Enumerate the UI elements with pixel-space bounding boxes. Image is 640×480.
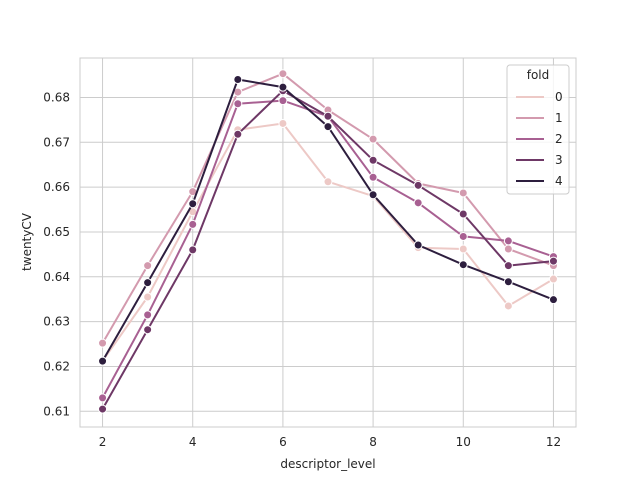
x-tick-label: 12 — [546, 435, 561, 449]
y-tick-label: 0.65 — [43, 225, 70, 239]
data-point — [458, 260, 468, 270]
data-point — [323, 111, 333, 121]
x-axis-title: descriptor_level — [280, 457, 375, 471]
data-point — [458, 209, 468, 219]
data-point — [143, 325, 153, 335]
y-tick-label: 0.62 — [43, 359, 70, 373]
data-point — [503, 277, 513, 287]
data-point — [368, 190, 378, 200]
data-point — [143, 278, 153, 288]
legend-entry-1: 1 — [516, 111, 563, 125]
legend-entries: 0 1 2 3 4 — [516, 90, 563, 188]
data-point — [368, 134, 378, 144]
legend-label: 4 — [555, 174, 563, 188]
data-point — [323, 177, 333, 187]
legend-entry-3: 3 — [516, 153, 563, 167]
data-point — [458, 188, 468, 198]
legend-label: 0 — [555, 90, 563, 104]
legend-entry-4: 4 — [516, 174, 563, 188]
plot-frame — [79, 57, 577, 428]
data-point — [98, 356, 108, 366]
y-tick-label: 0.68 — [43, 90, 70, 104]
data-point — [503, 301, 513, 311]
x-tick-label: 10 — [456, 435, 471, 449]
data-point — [188, 245, 198, 255]
legend-label: 1 — [555, 111, 563, 125]
data-point — [278, 69, 288, 79]
data-point — [458, 244, 468, 254]
legend-title: fold — [527, 68, 550, 82]
data-point — [368, 172, 378, 182]
x-tick-label: 2 — [99, 435, 107, 449]
y-tick-label: 0.61 — [43, 404, 70, 418]
tick-labels: 2 4 6 8 10 120.610.620.630.640.650.660.670.68 — [43, 90, 561, 449]
data-point — [413, 198, 423, 208]
legend: fold 0 1 2 3 4 — [506, 64, 570, 195]
data-point — [368, 155, 378, 165]
data-point — [188, 219, 198, 229]
data-point — [548, 295, 558, 305]
data-point — [323, 122, 333, 132]
y-tick-label: 0.63 — [43, 315, 70, 329]
data-point — [143, 310, 153, 320]
data-point — [233, 75, 243, 85]
data-point — [548, 274, 558, 284]
data-point — [548, 256, 558, 266]
x-tick-label: 8 — [369, 435, 377, 449]
data-point — [413, 240, 423, 250]
data-point — [188, 199, 198, 209]
x-tick-label: 4 — [189, 435, 197, 449]
series-layer — [98, 69, 558, 414]
data-point — [233, 99, 243, 109]
data-point — [458, 231, 468, 241]
series-fold-4 — [98, 75, 558, 366]
legend-label: 2 — [555, 132, 563, 146]
y-tick-label: 0.67 — [43, 135, 70, 149]
x-tick-label: 6 — [279, 435, 287, 449]
data-point — [143, 261, 153, 271]
data-point — [503, 244, 513, 254]
legend-label: 3 — [555, 153, 563, 167]
legend-entry-2: 2 — [516, 132, 563, 146]
y-axis-title: twentyCV — [20, 212, 34, 271]
y-tick-label: 0.64 — [43, 270, 70, 284]
data-point — [143, 292, 153, 302]
data-point — [413, 180, 423, 190]
data-point — [503, 261, 513, 271]
data-point — [278, 82, 288, 92]
data-point — [98, 338, 108, 348]
data-point — [278, 118, 288, 128]
data-point — [233, 129, 243, 139]
data-point — [278, 96, 288, 106]
data-point — [98, 393, 108, 403]
data-point — [503, 236, 513, 246]
legend-entry-0: 0 — [516, 90, 563, 104]
data-point — [98, 404, 108, 414]
y-tick-label: 0.66 — [43, 180, 70, 194]
